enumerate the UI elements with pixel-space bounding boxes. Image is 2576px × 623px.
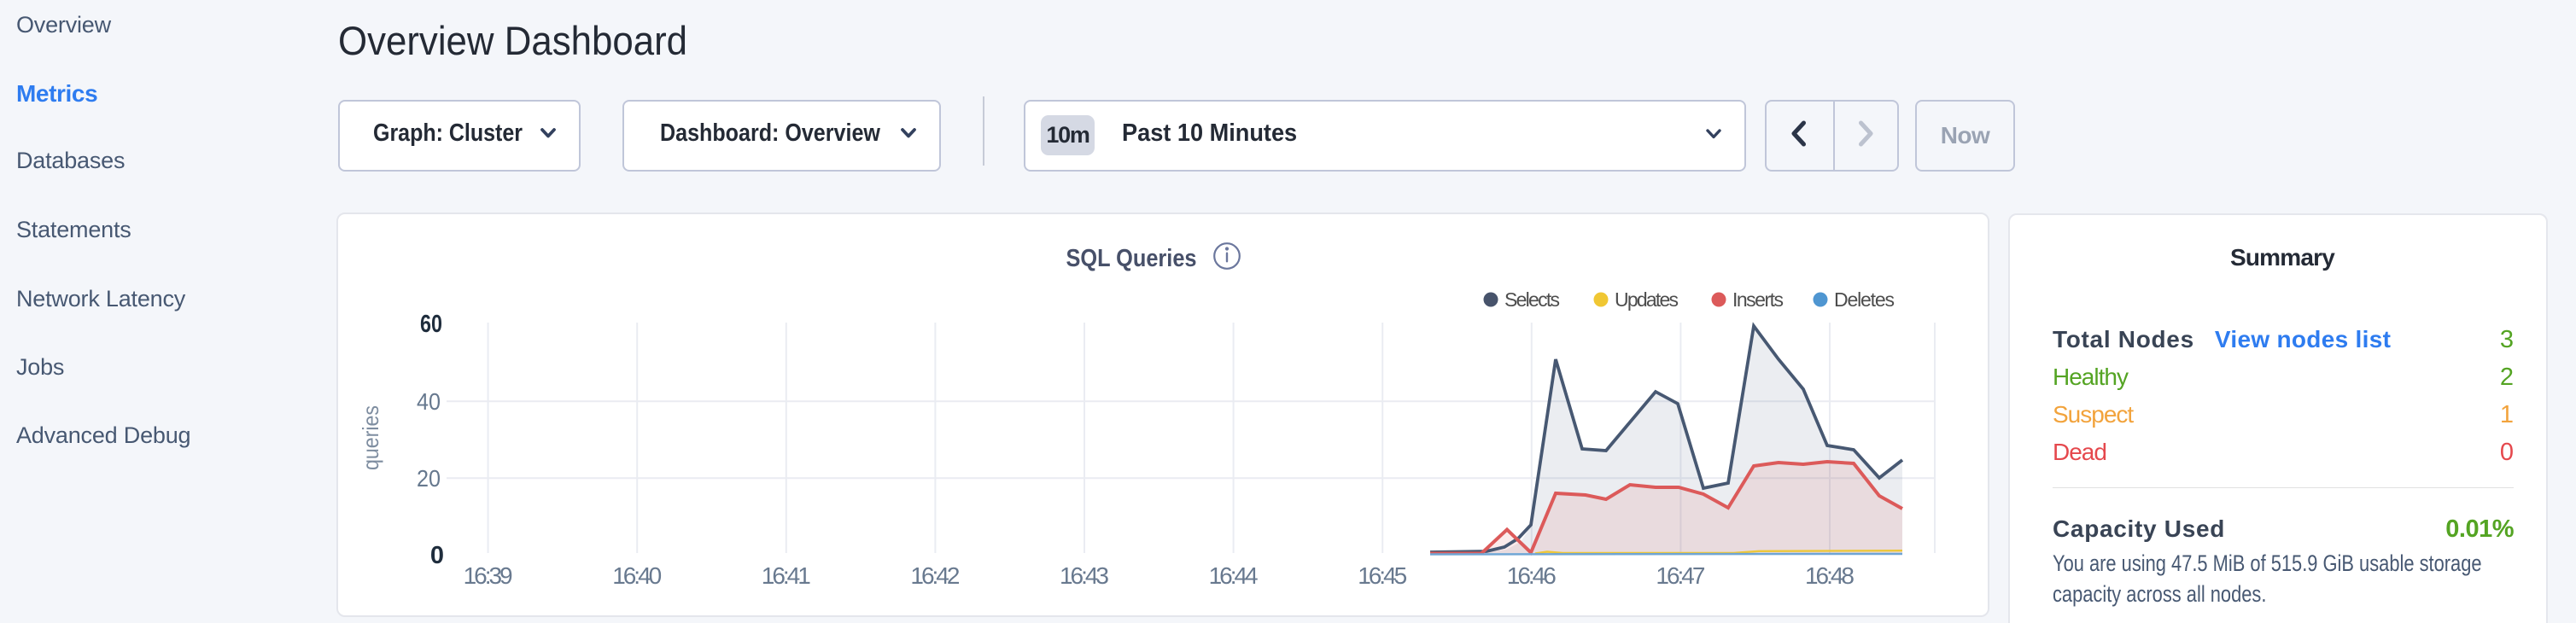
svg-text:16:48: 16:48 — [1805, 562, 1855, 589]
svg-text:60: 60 — [420, 311, 442, 338]
svg-text:40: 40 — [417, 388, 441, 415]
svg-text:queries: queries — [358, 405, 383, 470]
svg-text:Updates: Updates — [1615, 288, 1679, 311]
svg-text:16:40: 16:40 — [612, 562, 662, 589]
svg-text:16:43: 16:43 — [1060, 562, 1109, 589]
svg-text:Selects: Selects — [1504, 288, 1560, 311]
svg-text:Inserts: Inserts — [1732, 288, 1784, 311]
svg-text:0: 0 — [430, 542, 444, 569]
svg-text:SQL Queries: SQL Queries — [1066, 245, 1197, 272]
svg-text:16:39: 16:39 — [464, 562, 513, 589]
svg-text:16:47: 16:47 — [1656, 562, 1705, 589]
svg-text:16:44: 16:44 — [1209, 562, 1259, 589]
svg-text:16:42: 16:42 — [910, 562, 960, 589]
svg-text:16:45: 16:45 — [1358, 562, 1407, 589]
svg-text:16:41: 16:41 — [762, 562, 811, 589]
svg-text:16:46: 16:46 — [1507, 562, 1557, 589]
svg-text:20: 20 — [417, 465, 441, 492]
svg-text:Deletes: Deletes — [1834, 288, 1895, 311]
